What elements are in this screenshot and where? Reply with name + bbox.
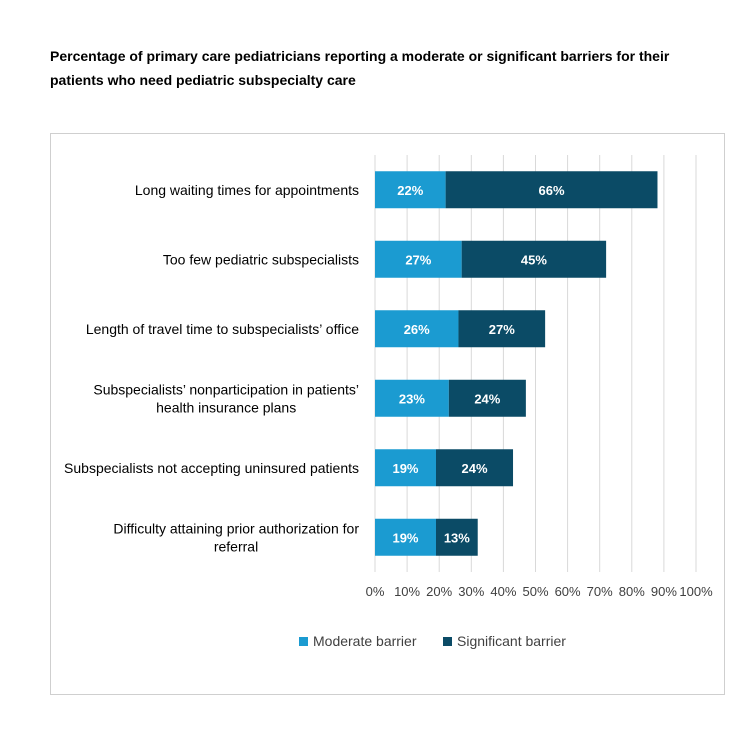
x-tick-label: 20% — [426, 584, 452, 599]
category-label: Too few pediatric subspecialists — [163, 251, 359, 267]
x-tick-label: 30% — [458, 584, 484, 599]
data-label: 27% — [489, 322, 515, 337]
bar-moderate — [375, 240, 462, 278]
data-label: 24% — [474, 391, 500, 406]
legend-moderate: Moderate barrier — [299, 633, 417, 649]
data-label: 45% — [521, 252, 547, 267]
category-label: Difficulty attaining prior authorization… — [113, 520, 359, 536]
chart-title: Percentage of primary care pediatricians… — [50, 48, 670, 88]
data-label: 27% — [405, 252, 431, 267]
data-label: 24% — [461, 461, 487, 476]
data-label: 19% — [392, 461, 418, 476]
data-label: 19% — [392, 530, 418, 545]
x-tick-label: 60% — [555, 584, 581, 599]
x-tick-label: 40% — [490, 584, 516, 599]
data-label: 26% — [404, 322, 430, 337]
category-label: Length of travel time to subspecialists’… — [86, 321, 359, 337]
bar-significant — [461, 240, 607, 278]
bar-moderate — [375, 379, 449, 417]
category-label: referral — [214, 538, 258, 554]
category-label: Subspecialists not accepting uninsured p… — [64, 460, 359, 476]
bar-significant — [435, 518, 478, 556]
data-label: 22% — [397, 183, 423, 198]
legend-label-moderate: Moderate barrier — [313, 633, 417, 649]
bar-significant — [458, 310, 546, 348]
x-tick-label: 10% — [394, 584, 420, 599]
legend: Moderate barrier Significant barrier — [0, 633, 752, 653]
chart-frame — [50, 133, 725, 695]
bar-moderate — [375, 518, 436, 556]
bar-moderate — [375, 449, 436, 487]
x-tick-label: 100% — [679, 584, 713, 599]
legend-swatch-significant — [443, 636, 452, 646]
data-label: 66% — [539, 183, 565, 198]
category-label: health insurance plans — [156, 399, 296, 415]
x-tick-label: 70% — [587, 584, 613, 599]
category-label: Subspecialists’ nonparticipation in pati… — [93, 381, 359, 397]
bar-moderate — [375, 171, 446, 209]
bar-significant — [435, 449, 514, 487]
bar-significant — [445, 171, 658, 209]
legend-swatch-moderate — [299, 636, 308, 646]
x-tick-label: 90% — [651, 584, 677, 599]
data-label: 13% — [444, 530, 470, 545]
x-tick-label: 0% — [366, 584, 385, 599]
legend-significant: Significant barrier — [443, 633, 566, 649]
bar-significant — [448, 379, 526, 417]
x-tick-label: 80% — [619, 584, 645, 599]
x-tick-label: 50% — [522, 584, 548, 599]
bar-moderate — [375, 310, 459, 348]
legend-label-significant: Significant barrier — [457, 633, 566, 649]
data-label: 23% — [399, 391, 425, 406]
category-label: Long waiting times for appointments — [135, 182, 359, 198]
